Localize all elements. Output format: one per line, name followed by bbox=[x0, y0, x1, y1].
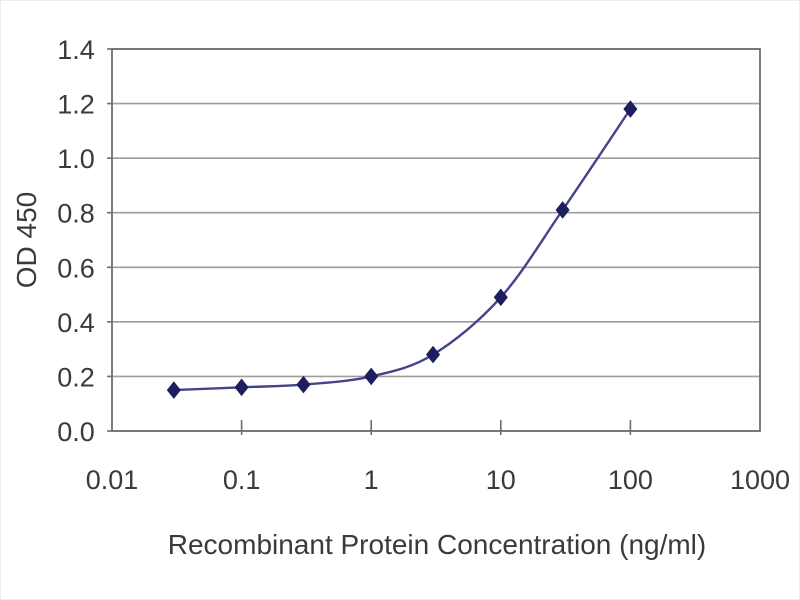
data-point-marker bbox=[555, 201, 570, 219]
y-tick-label: 1.0 bbox=[57, 144, 95, 174]
y-tick-label: 1.4 bbox=[57, 35, 95, 65]
axis-layer bbox=[107, 48, 761, 435]
data-point-marker bbox=[234, 378, 249, 397]
y-tick-label: 0.2 bbox=[57, 362, 95, 392]
x-tick-label: 0.1 bbox=[223, 465, 261, 495]
data-point-marker bbox=[425, 345, 441, 364]
y-tick-label: 0.4 bbox=[57, 308, 95, 338]
tick-label-layer: 0.0 0.2 0.4 0.6 0.8 1.0 1.2 1.4 0.01 0.1 1 10 100 100… bbox=[57, 35, 790, 495]
x-axis-title: Recombinant Protein Concentration (ng/ml… bbox=[168, 529, 706, 560]
y-tick-label: 0.8 bbox=[57, 199, 95, 229]
y-tick-label: 0.6 bbox=[57, 253, 95, 283]
x-tick-label: 10 bbox=[486, 465, 516, 495]
x-tick-label: 100 bbox=[608, 465, 653, 495]
data-point-marker bbox=[364, 367, 379, 386]
y-axis-title: OD 450 bbox=[11, 192, 42, 289]
series-line bbox=[173, 108, 632, 392]
x-tick-label: 1000 bbox=[730, 465, 790, 495]
x-tick-label: 1 bbox=[364, 465, 379, 495]
data-point-marker bbox=[296, 375, 311, 394]
data-point-marker bbox=[623, 100, 638, 118]
x-tick-label: 0.01 bbox=[86, 465, 139, 495]
data-point-marker bbox=[493, 288, 508, 307]
y-tick-label: 0.0 bbox=[57, 417, 95, 447]
y-tick-label: 1.2 bbox=[57, 90, 95, 120]
series-layer bbox=[166, 100, 638, 399]
data-point-marker bbox=[166, 381, 181, 399]
plot-area-border bbox=[111, 48, 761, 432]
gridline-layer bbox=[112, 48, 760, 432]
